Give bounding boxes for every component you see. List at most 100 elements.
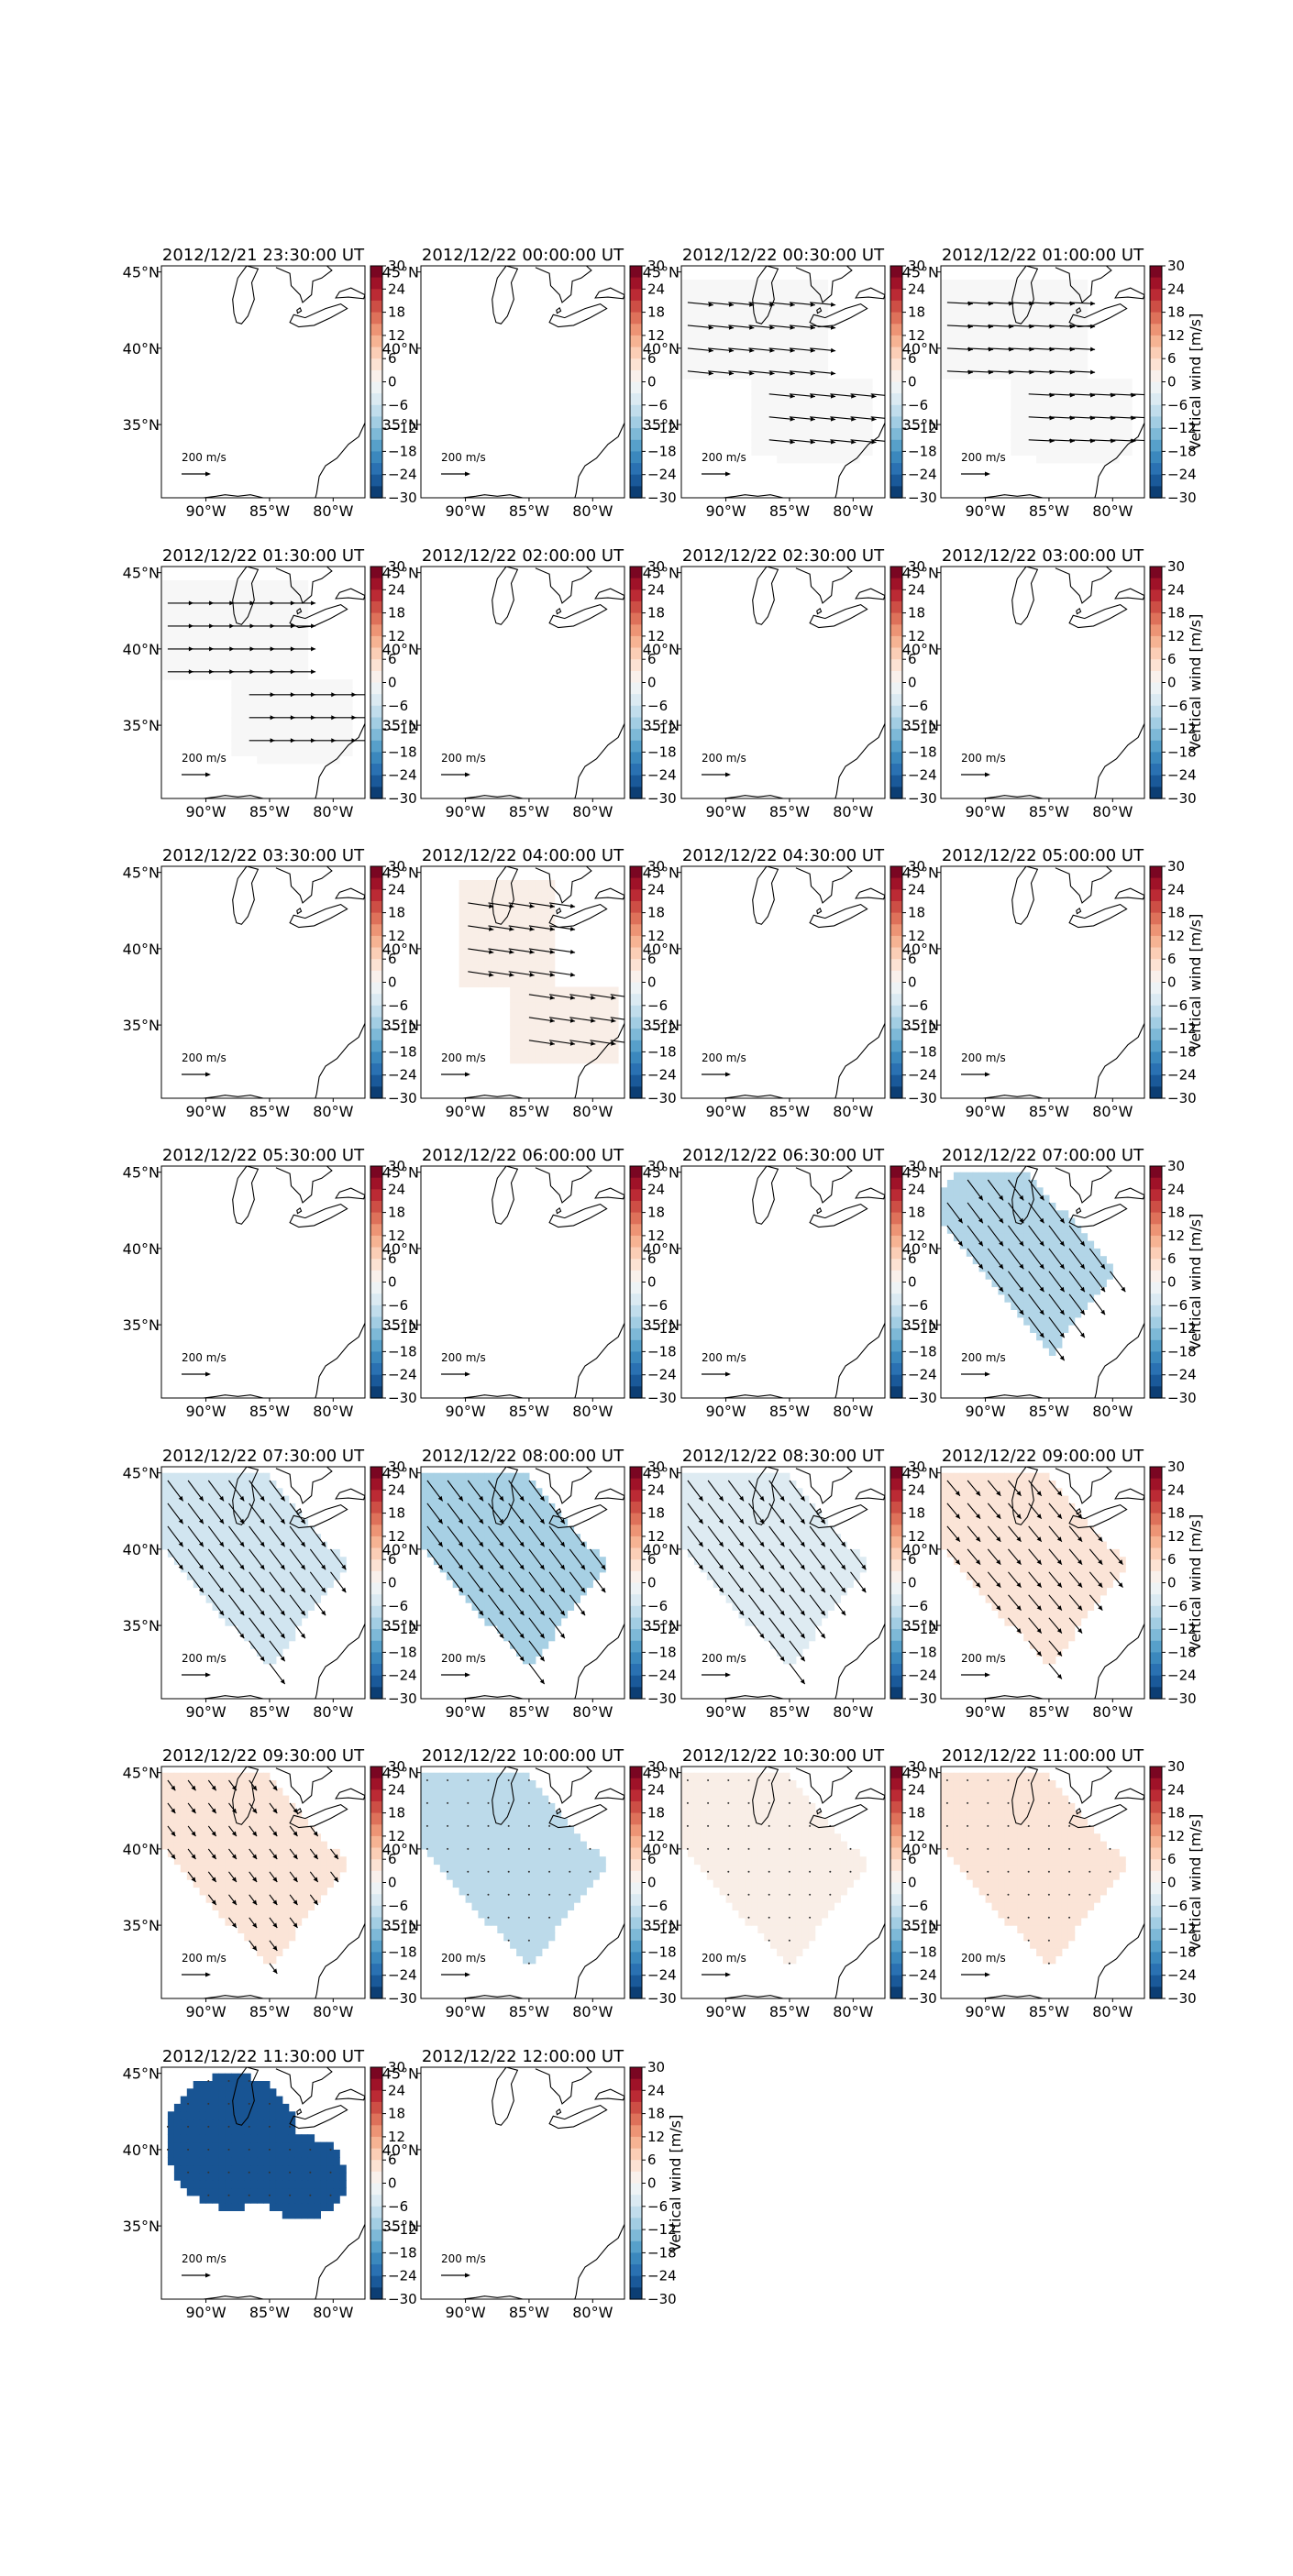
heatmap-cell [250,1488,258,1497]
colorbar-tick-label: 0 [908,1274,917,1291]
lake-erie-outline [289,903,348,929]
wind-arrowhead [280,1541,285,1547]
heatmap-cell [275,1525,283,1535]
heatmap-cell [547,1548,556,1558]
heatmap-cell [263,1610,271,1619]
heatmap-cell [205,656,214,666]
heatmap-cell [173,1511,182,1520]
heatmap-cell [1036,1279,1044,1288]
y-tick-label: 45°N [643,864,680,882]
colorbar-swatch [370,1559,382,1572]
heatmap-cell [547,933,556,942]
map-area [203,1166,365,1398]
heatmap-cell [320,679,327,688]
heatmap-cell [257,1481,264,1489]
heatmap-cell [250,664,258,673]
heatmap-cell [821,447,829,456]
heatmap-cell [288,710,296,719]
heatmap-cell [346,687,353,696]
heatmap-cell [275,1571,283,1580]
heatmap-cell [789,294,797,303]
wind-arrowhead [851,416,856,422]
heatmap-cell [1074,439,1082,448]
atlantic-coastline [315,1624,365,1699]
heatmap-cell [535,925,543,934]
heatmap-cell [966,302,974,311]
heatmap-cell [199,611,207,620]
heatmap-cell [294,588,303,597]
y-tick-label: 40°N [123,1240,160,1258]
heatmap-cell [523,1481,530,1489]
colorbar-swatch [1150,947,1162,960]
colorbar-swatch [370,729,382,742]
heatmap-cell [231,1472,238,1481]
heatmap-cell [205,1564,214,1573]
heatmap-cell [503,1518,511,1527]
heatmap-cell [706,317,714,326]
heatmap-cell [1011,302,1018,311]
heatmap-cell [212,1518,219,1527]
heatmap-cell [503,1481,511,1489]
heatmap-cell [1030,386,1037,395]
wind-arrowhead [559,1587,565,1593]
heatmap-cell [1093,386,1100,395]
heatmap-cell [1067,1233,1076,1242]
heatmap-cell [478,956,485,965]
wind-arrowhead [1039,1194,1044,1201]
heatmap-cell [301,687,309,696]
colorbar-swatch [890,764,902,776]
x-tick-label: 90°W [185,1403,226,1420]
heatmap-cell [186,1488,194,1497]
wind-arrowhead [311,669,316,675]
heatmap-cell [503,1580,511,1589]
colorbar-tick-label: −12 [908,420,937,436]
heatmap-cell [1048,287,1056,296]
heatmap-cell [1017,280,1024,288]
heatmap-cell [1061,379,1069,388]
heatmap-cell [516,1617,524,1626]
heatmap-cell [612,1055,619,1064]
heatmap-cell [301,1534,309,1543]
heatmap-cell [1093,393,1100,402]
heatmap-cell [1011,402,1018,410]
arrow-key-arrowhead [725,1072,731,1077]
heatmap-cell [339,694,347,703]
heatmap-cell [840,393,847,402]
heatmap-cell [452,1548,460,1558]
heatmap-cell [978,340,987,349]
heatmap-cell [1080,402,1089,410]
heatmap-cell [706,325,714,334]
heatmap-cell [421,1525,428,1535]
colorbar-swatch [1150,589,1162,602]
arrow-key-label: 200 m/s [441,1351,486,1364]
heatmap-cell [978,347,987,357]
panel-title: 2012/12/22 00:30:00 UT [682,246,885,265]
heatmap-cell [1093,1279,1100,1288]
wind-arrowhead [260,1541,265,1547]
heatmap-cell [738,325,746,334]
heatmap-cell [985,1172,993,1181]
heatmap-cell [478,918,485,927]
wind-arrowhead [871,416,877,422]
heatmap-cell [1023,1316,1031,1326]
colorbar-swatch [370,369,382,383]
lake-huron-outline [1055,567,1112,604]
heatmap-cell [687,370,695,380]
heatmap-cell [478,948,485,957]
colorbar-swatch [370,300,382,314]
heatmap-cell [738,294,746,303]
heatmap-cell [516,1017,524,1026]
heatmap-cell [770,424,778,433]
colorbar-swatch [630,1328,642,1341]
colorbar-swatch [1150,1247,1162,1260]
colorbar-swatch [630,740,642,754]
heatmap-cell [212,1534,219,1543]
y-tick-label: 40°N [123,941,160,958]
heatmap-cell [516,1032,524,1041]
heatmap-cell [301,671,309,680]
heatmap-cell [1125,402,1133,410]
heatmap-cell [853,439,860,448]
